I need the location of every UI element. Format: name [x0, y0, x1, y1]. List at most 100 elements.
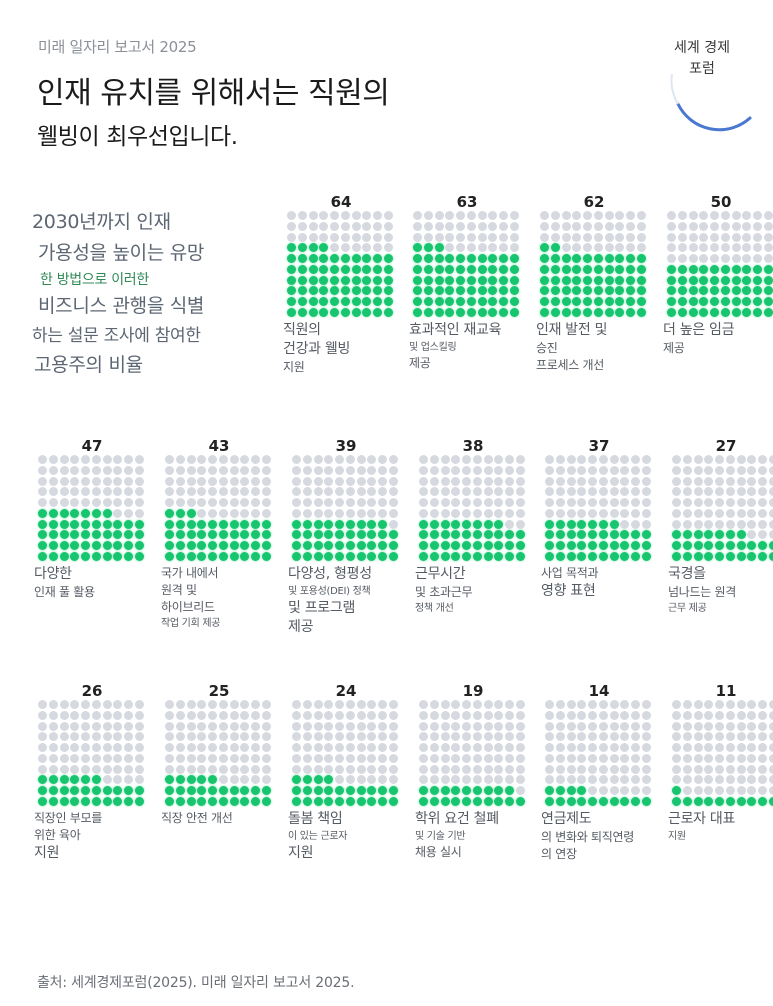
empty-dot [91, 700, 101, 709]
empty-dot [609, 710, 619, 720]
empty-dot [609, 743, 619, 752]
empty-dot [373, 243, 382, 253]
empty-dot [620, 721, 630, 731]
filled-dot [753, 275, 762, 285]
filled-dot [483, 786, 493, 795]
empty-dot [197, 508, 207, 518]
empty-dot [483, 753, 493, 763]
empty-dot [631, 700, 640, 709]
empty-dot [515, 700, 525, 709]
chart-label-line: 이 있는 근로자 [288, 831, 348, 842]
empty-dot [704, 519, 714, 529]
empty-dot [641, 498, 651, 507]
empty-dot [725, 753, 735, 763]
filled-dot [626, 307, 635, 317]
empty-dot [356, 753, 366, 763]
dot-grid [667, 211, 773, 319]
empty-dot [494, 455, 504, 464]
empty-dot [704, 508, 714, 518]
empty-dot [419, 710, 428, 720]
empty-dot [736, 732, 746, 742]
filled-dot [297, 297, 307, 306]
empty-dot [588, 508, 597, 518]
empty-dot [577, 498, 587, 507]
empty-dot [620, 700, 630, 709]
filled-dot [313, 775, 323, 785]
filled-dot [725, 530, 735, 540]
empty-dot [48, 753, 58, 763]
empty-dot [218, 465, 228, 475]
filled-dot [451, 796, 461, 806]
filled-dot [451, 530, 461, 540]
empty-dot [113, 732, 123, 742]
filled-dot [466, 297, 476, 306]
filled-dot [388, 551, 398, 561]
empty-dot [313, 700, 323, 709]
filled-dot [477, 286, 487, 296]
empty-dot [682, 743, 692, 752]
logo-text-line2: 포럼 [689, 61, 715, 77]
empty-dot [566, 487, 576, 497]
chart-label: 연금제도 의 변화와 퇴직연령 의 연장 [541, 810, 671, 863]
empty-dot [124, 743, 133, 752]
empty-dot [462, 775, 471, 785]
filled-dot [383, 297, 393, 306]
empty-dot [186, 455, 196, 464]
filled-dot [308, 307, 318, 317]
empty-dot [598, 487, 608, 497]
filled-dot [429, 786, 439, 795]
empty-dot [704, 732, 714, 742]
empty-dot [494, 775, 504, 785]
empty-dot [466, 243, 476, 253]
empty-dot [240, 508, 250, 518]
empty-dot [566, 732, 576, 742]
filled-dot [577, 530, 587, 540]
empty-dot [324, 700, 334, 709]
empty-dot [483, 487, 493, 497]
empty-dot [388, 743, 398, 752]
empty-dot [588, 465, 597, 475]
empty-dot [768, 786, 773, 795]
empty-dot [555, 455, 565, 464]
empty-dot [747, 710, 757, 720]
filled-dot [229, 519, 239, 529]
filled-dot [330, 307, 339, 317]
empty-dot [641, 753, 651, 763]
empty-dot [313, 487, 323, 497]
filled-dot [462, 541, 471, 550]
empty-dot [699, 221, 709, 231]
filled-dot [451, 786, 461, 795]
filled-dot [102, 796, 112, 806]
empty-dot [710, 221, 719, 231]
empty-dot [588, 710, 597, 720]
filled-dot [763, 297, 773, 306]
filled-dot [351, 297, 361, 306]
empty-dot [753, 232, 762, 242]
empty-dot [419, 465, 428, 475]
filled-dot [445, 254, 455, 263]
empty-dot [451, 743, 461, 752]
empty-dot [175, 487, 185, 497]
empty-dot [356, 710, 366, 720]
empty-dot [598, 721, 608, 731]
empty-dot [197, 721, 207, 731]
empty-dot [566, 721, 576, 731]
filled-dot [672, 541, 681, 550]
empty-dot [445, 211, 455, 220]
filled-dot [472, 541, 482, 550]
empty-dot [626, 243, 635, 253]
empty-dot [472, 498, 482, 507]
empty-dot [641, 508, 651, 518]
empty-dot [620, 519, 630, 529]
empty-dot [313, 710, 323, 720]
empty-dot [378, 764, 387, 774]
empty-dot [477, 211, 487, 220]
empty-dot [70, 710, 80, 720]
filled-dot [499, 264, 508, 274]
empty-dot [725, 743, 735, 752]
empty-dot [440, 465, 450, 475]
empty-dot [615, 232, 625, 242]
empty-dot [641, 786, 651, 795]
empty-dot [251, 732, 260, 742]
empty-dot [483, 455, 493, 464]
